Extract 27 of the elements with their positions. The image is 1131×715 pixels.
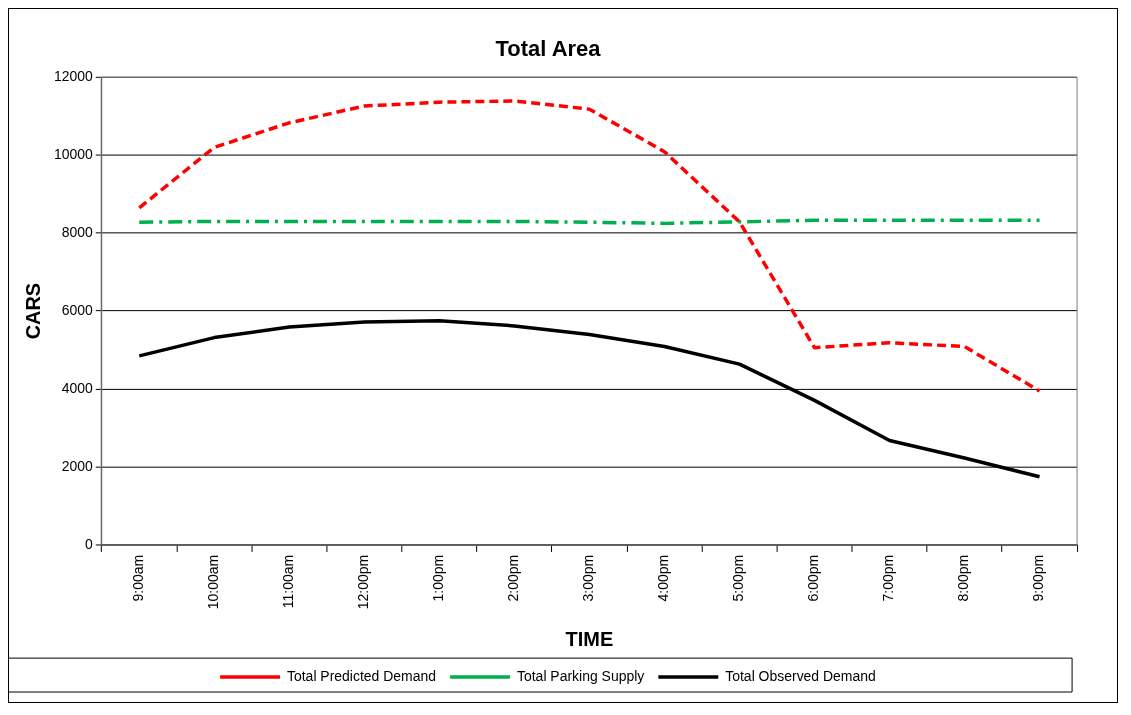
x-tick-label: 10:00am — [205, 554, 222, 610]
y-tick-label: 4000 — [61, 379, 94, 396]
legend-label: Total Observed Demand — [725, 667, 876, 684]
x-tick-label: 9:00am — [130, 554, 147, 602]
y-tick-label: 0 — [85, 535, 94, 552]
y-tick-label: 12000 — [53, 68, 94, 85]
line-series — [137, 99, 1042, 393]
x-tick-label: 6:00pm — [805, 554, 822, 602]
legend-label: Total Predicted Demand — [287, 667, 436, 684]
x-tick-label: 4:00pm — [655, 554, 672, 602]
x-axis-title: TIME — [565, 627, 614, 650]
x-tick-label: 9:00pm — [1030, 554, 1047, 602]
x-tick-label: 8:00pm — [955, 554, 972, 602]
x-tick-label: 1:00pm — [430, 554, 447, 602]
legend-label: Total Parking Supply — [516, 667, 645, 684]
y-tick-label: 10000 — [53, 146, 94, 163]
x-tick-label: 5:00pm — [730, 554, 747, 602]
y-tick-label: 2000 — [61, 457, 94, 474]
x-tick-label: 2:00pm — [505, 554, 522, 602]
y-tick-label: 6000 — [61, 301, 94, 318]
x-tick-label: 11:00am — [280, 554, 297, 609]
x-tick-label: 12:00pm — [355, 554, 372, 610]
y-tick-label: 8000 — [61, 223, 94, 240]
y-axis-title: CARS — [22, 282, 45, 340]
chart-title: Total Area — [495, 36, 602, 62]
x-tick-label: 3:00pm — [580, 554, 597, 602]
x-tick-label: 7:00pm — [880, 554, 897, 602]
